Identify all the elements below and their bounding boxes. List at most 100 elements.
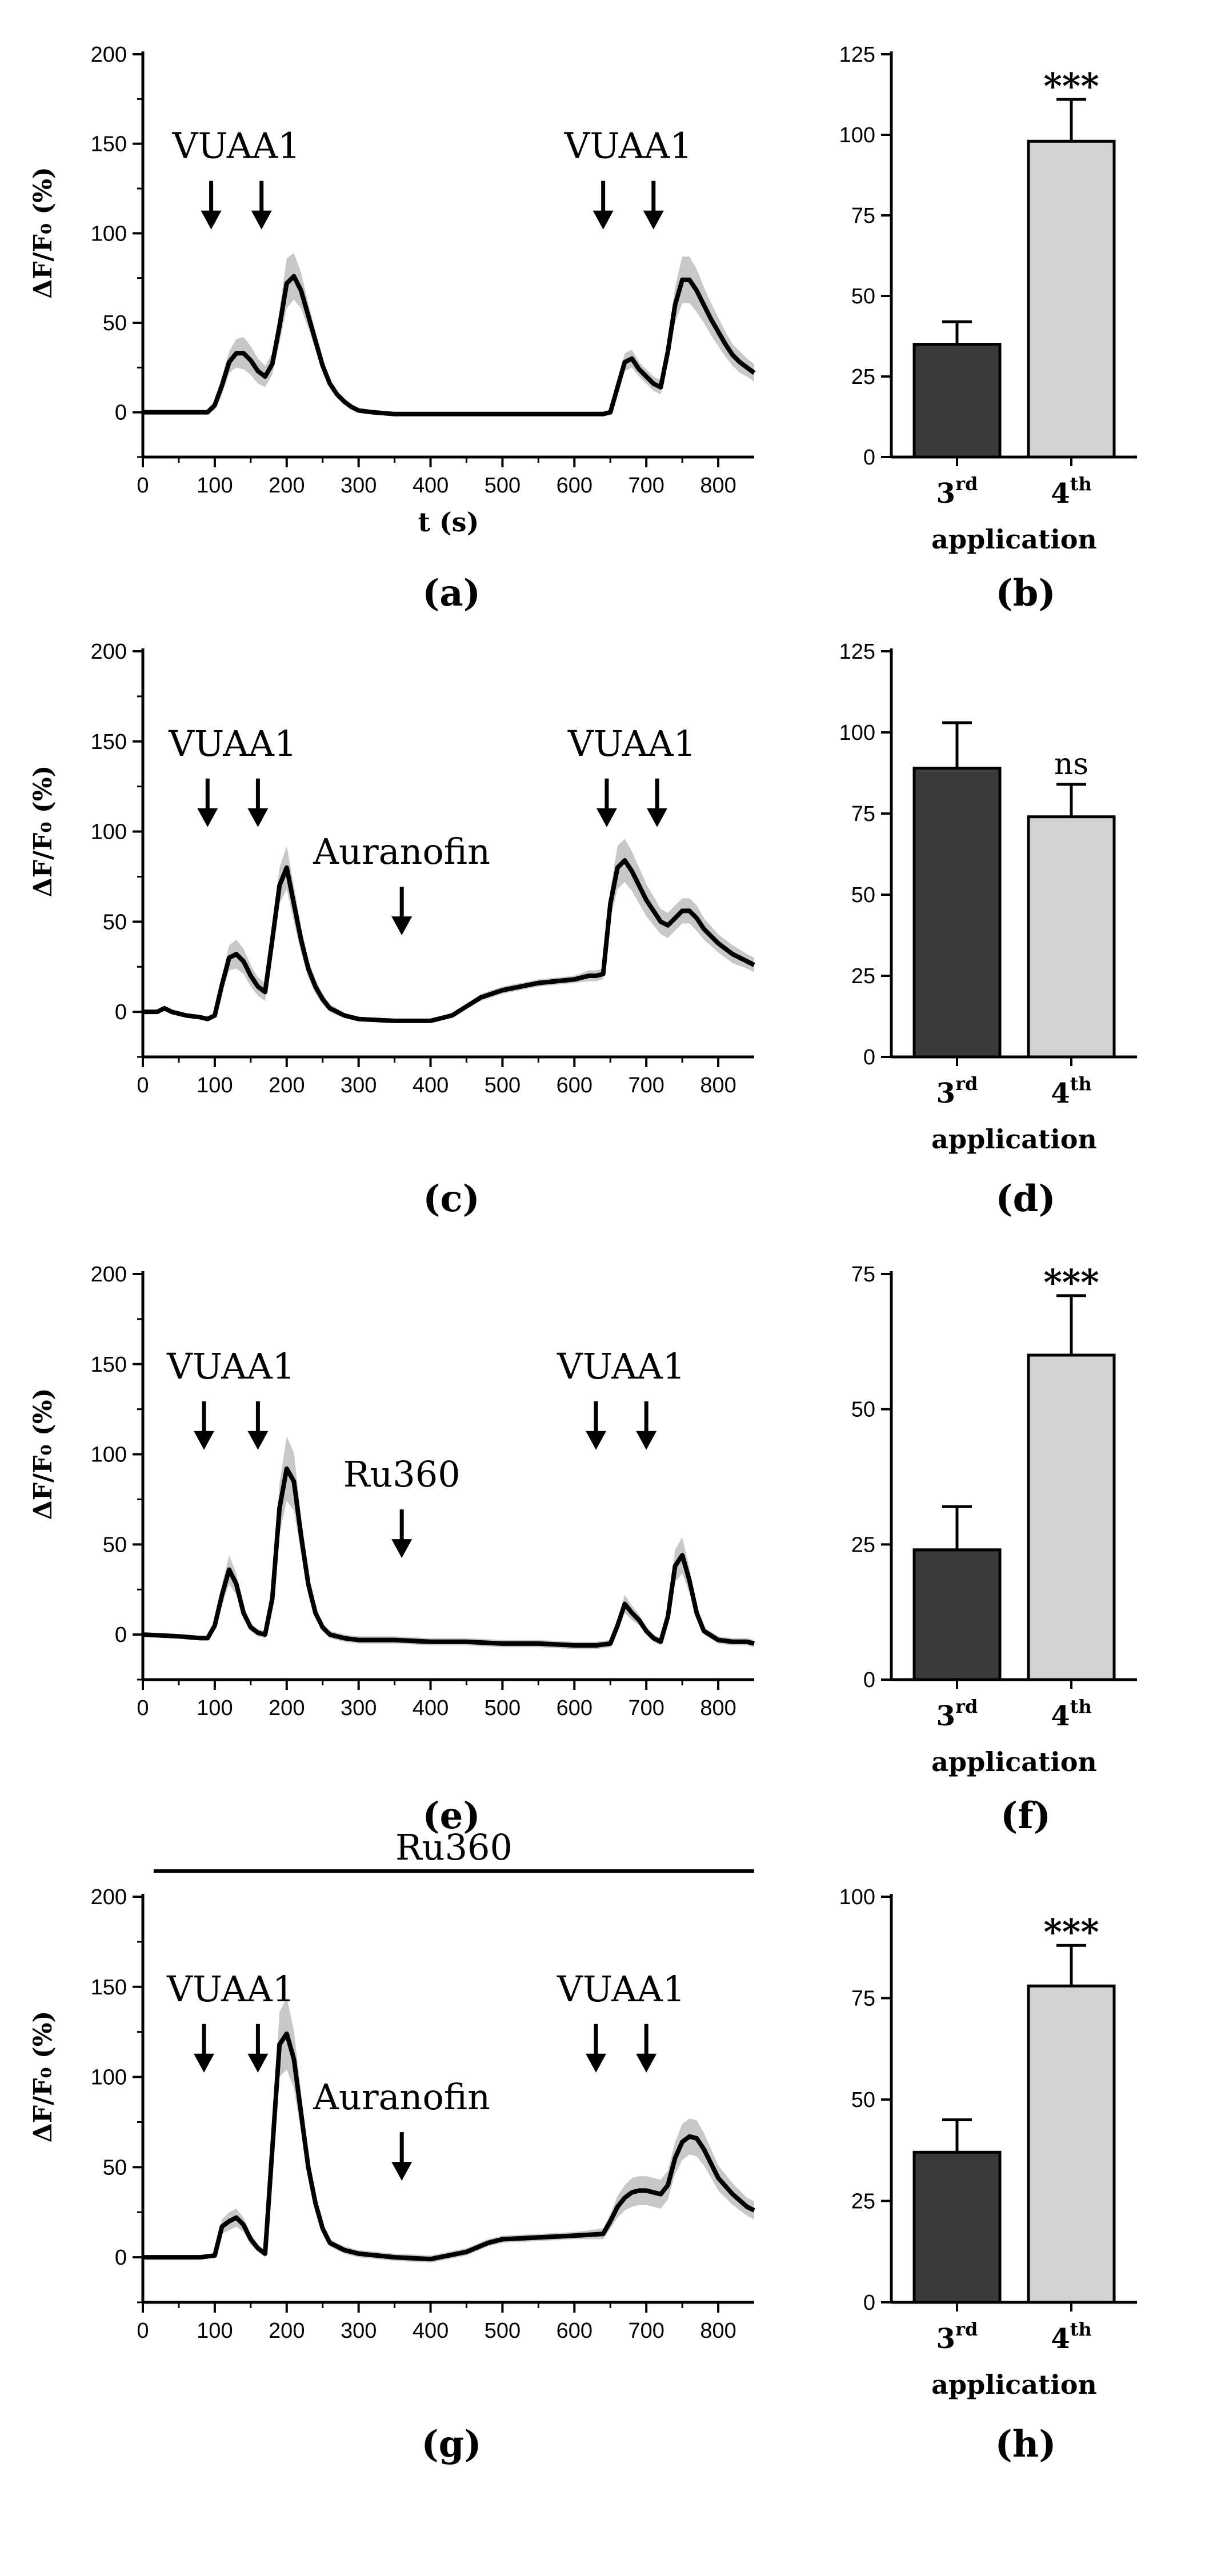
x-tick-label: 100	[197, 1696, 233, 1720]
x-tick-label: 800	[700, 474, 736, 498]
arrow-head	[643, 210, 664, 230]
y-tick-label: 0	[863, 2291, 875, 2315]
x-tick-label: 200	[269, 1073, 305, 1097]
line-chart-e: 0 50 100 150 200 0 100 200 300 400 500 600 700 800 ΔF/…	[29, 1263, 755, 1837]
x-axis-label: application	[931, 1124, 1097, 1155]
panel-label: (f)	[1000, 1794, 1051, 1837]
y-tick-label: 25	[851, 2190, 875, 2214]
x-tick-label: 0	[137, 1696, 149, 1720]
arrow-head	[636, 1431, 657, 1450]
x-tick-label: 800	[700, 2319, 736, 2343]
sem-band	[143, 1997, 754, 2263]
y-tick-label: 0	[115, 401, 127, 425]
mean-trace	[143, 274, 756, 416]
category-label: 3rd	[936, 1073, 978, 1109]
panel-label: (c)	[423, 1177, 480, 1220]
category-label-sup: rd	[955, 1696, 978, 1717]
y-tick-label: 150	[91, 1976, 127, 2000]
y-axis-label: ΔF/F₀ (%)	[29, 167, 58, 299]
category-label: 4th	[1051, 1073, 1091, 1109]
y-tick-label: 100	[839, 1885, 875, 1909]
panel-label: (b)	[995, 572, 1055, 615]
mean-trace	[143, 858, 755, 1023]
bar	[912, 343, 1002, 459]
x-tick-label: 400	[413, 1696, 449, 1720]
bar	[912, 2150, 1002, 2304]
line-chart-c: 0 50 100 150 200 0 100 200 300 400 500 600 700 800 ΔF/…	[29, 640, 755, 1220]
y-tick-label: 0	[863, 1668, 875, 1692]
x-tick-label: 700	[628, 474, 664, 498]
y-tick-label: 25	[851, 1533, 875, 1557]
category-label-base: 3	[936, 1077, 955, 1109]
x-tick-label: 400	[413, 1073, 449, 1097]
sem-band	[143, 253, 754, 416]
category-label-sup: th	[1070, 473, 1092, 495]
arrow-head	[247, 2053, 269, 2073]
y-tick-label: 25	[851, 365, 875, 389]
line-chart-a: 0 50 100 150 200 0 100 200 300 400 500 600 700 800 ΔF/…	[29, 43, 756, 615]
y-tick-label: 150	[91, 730, 127, 754]
y-tick-label: 0	[863, 1045, 875, 1069]
line-chart-g: 0 50 100 150 200 0 100 200 300 400 500 600 700 800 ΔF/…	[29, 1826, 755, 2466]
x-tick-label: 100	[197, 2319, 233, 2343]
x-tick-label: 800	[700, 1696, 736, 1720]
x-tick-label: 600	[557, 1073, 593, 1097]
annotation-label: VUAA1	[557, 1345, 685, 1387]
y-tick-label: 75	[851, 1263, 875, 1287]
panel-label: (a)	[422, 572, 481, 615]
annotation-label: VUAA1	[557, 1968, 685, 2010]
category-label-base: 3	[936, 2323, 955, 2355]
x-tick-label: 600	[557, 474, 593, 498]
y-tick-label: 125	[839, 640, 875, 664]
y-tick-label: 0	[115, 1623, 127, 1647]
x-tick-label: 300	[341, 1696, 377, 1720]
category-label-base: 3	[936, 478, 955, 510]
arrow-head	[247, 1431, 269, 1450]
x-tick-label: 400	[413, 474, 449, 498]
category-label: 4th	[1051, 2318, 1091, 2355]
bar	[912, 766, 1002, 1059]
category-label-base: 4	[1051, 2323, 1070, 2355]
x-tick-label: 600	[557, 1696, 593, 1720]
y-tick-label: 50	[103, 311, 127, 335]
category-label-base: 3	[936, 1700, 955, 1732]
arrow-head	[194, 1431, 214, 1450]
y-tick-label: 0	[115, 2246, 127, 2270]
y-tick-label: 100	[91, 2066, 127, 2090]
arrow-head	[586, 2053, 607, 2073]
x-tick-label: 500	[485, 1073, 521, 1097]
mean-trace	[143, 2031, 755, 2262]
y-tick-label: 0	[863, 446, 875, 470]
x-tick-label: 400	[413, 2319, 449, 2343]
bar-chart-b: 0 25 50 75 100 125 3rd 4th *** application (b)	[839, 43, 1137, 615]
x-tick-label: 200	[269, 474, 305, 498]
arrow-head	[201, 210, 222, 230]
arrow-head	[197, 808, 218, 827]
x-tick-label: 500	[485, 474, 521, 498]
bar-chart-d: 0 25 50 75 100 125 3rd 4th ns application (d)	[839, 640, 1137, 1220]
category-label-sup: th	[1070, 2318, 1092, 2340]
bar-chart-h: 0 25 50 75 100 3rd 4th *** application (h)	[839, 1885, 1137, 2466]
x-tick-label: 300	[341, 1073, 377, 1097]
x-tick-label: 0	[137, 474, 149, 498]
bar	[1027, 1984, 1116, 2304]
x-tick-label: 600	[557, 2319, 593, 2343]
annotation-label: VUAA1	[172, 125, 301, 167]
x-tick-label: 700	[628, 2319, 664, 2343]
category-label: 4th	[1051, 1696, 1091, 1732]
x-axis-label: application	[931, 1746, 1097, 1777]
y-axis-label: ΔF/F₀ (%)	[29, 2011, 58, 2143]
panel-label: (h)	[995, 2423, 1056, 2466]
y-axis-label: ΔF/F₀ (%)	[29, 766, 58, 898]
x-tick-label: 200	[269, 1696, 305, 1720]
bar	[912, 1548, 1002, 1681]
arrow-head	[391, 916, 413, 936]
arrow-head	[391, 2162, 413, 2181]
y-tick-label: 50	[851, 883, 875, 907]
significance-marker: ***	[1043, 1261, 1099, 1303]
arrow-head	[593, 210, 614, 230]
y-tick-label: 100	[839, 123, 875, 147]
x-tick-label: 500	[485, 1696, 521, 1720]
category-label-base: 4	[1051, 478, 1070, 510]
